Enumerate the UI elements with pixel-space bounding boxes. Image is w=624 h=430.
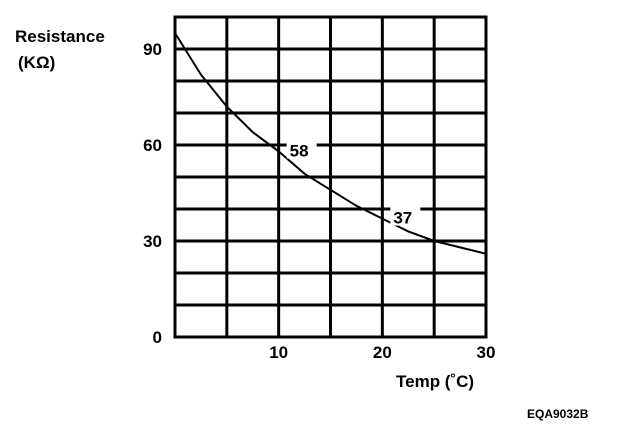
x-tick-label: 20: [373, 343, 392, 362]
plot-frame: [173, 15, 488, 339]
data-annotation-label: 58: [290, 141, 309, 160]
y-tick-label: 30: [143, 232, 162, 251]
data-annotations: 58 37: [286, 138, 421, 228]
x-axis-label: Temp (˚C): [396, 372, 474, 391]
data-annotation-label: 37: [393, 209, 412, 228]
grid-lines: [173, 15, 488, 339]
annotation-background: [390, 205, 421, 226]
annotation-background: [286, 138, 317, 159]
resistance-curve: [174, 32, 487, 255]
x-tick-label: 10: [269, 343, 288, 362]
figure-code: EQA9032B: [527, 407, 589, 421]
y-tick-label: 90: [143, 40, 162, 59]
y-axis-label-line2: (KΩ): [18, 53, 55, 72]
y-tick-label: 0: [153, 328, 162, 347]
x-tick-label: 30: [477, 343, 496, 362]
y-tick-label: 60: [143, 136, 162, 155]
y-axis-label-line1: Resistance: [15, 27, 105, 46]
tick-labels: 10 20 30 0 30 60 90: [143, 40, 495, 362]
